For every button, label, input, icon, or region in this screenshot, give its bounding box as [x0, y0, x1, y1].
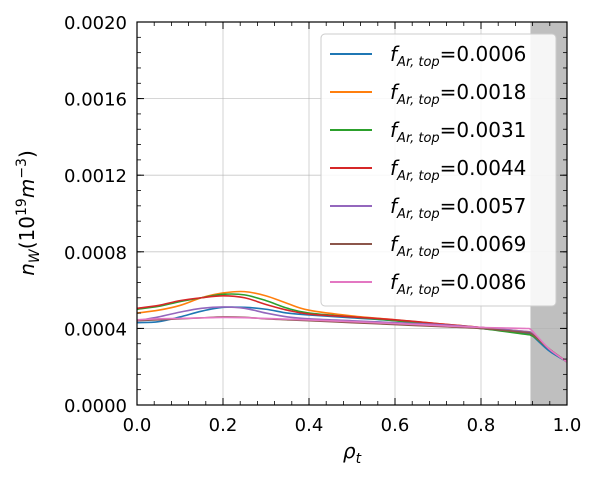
y-tick-label: 0.0020	[64, 13, 127, 34]
tick-label-layer: 0.0 0.2 0.4 0.6 0.8 1.0 0.0000 0.0004 0.0008 0.00…	[64, 13, 581, 436]
y-axis-label-unit-sup: −3	[14, 158, 30, 179]
tick-layer	[136, 21, 568, 406]
legend-entry-value: =0.0057	[440, 194, 527, 218]
legend-entry-sub: Ar, top	[396, 245, 440, 260]
y-axis-label-close: )	[15, 150, 39, 158]
series-line-7	[136, 316, 568, 363]
y-tick-label: 0.0012	[64, 166, 127, 187]
legend-entry-value: =0.0069	[440, 232, 527, 256]
x-tick-label: 1.0	[553, 415, 582, 436]
plot-frame	[136, 21, 568, 406]
legend-entry-main: f	[390, 80, 400, 104]
legend-entry-main: f	[390, 194, 400, 218]
x-tick-label: 0.6	[381, 415, 410, 436]
y-axis-label-sup: 19	[14, 198, 30, 216]
legend-entry-label: fAr, top=0.0057	[390, 194, 526, 222]
legend-entry-label: fAr, top=0.0006	[390, 42, 526, 70]
legend-entry-value: =0.0044	[440, 156, 527, 180]
x-tick-label: 0.4	[295, 415, 324, 436]
legend-entry-main: f	[390, 156, 400, 180]
x-tick-label: 0.2	[209, 415, 238, 436]
legend-entry-sub: Ar, top	[396, 283, 440, 298]
legend-entry-main: f	[390, 42, 400, 66]
legend-box	[320, 33, 557, 307]
legend-entry-label: fAr, top=0.0069	[390, 232, 526, 260]
x-axis-label-sub: t	[356, 451, 362, 467]
legend-entry-label: fAr, top=0.0044	[390, 156, 526, 184]
legend-entry-sub: Ar, top	[396, 55, 440, 70]
y-tick-label: 0.0000	[64, 396, 127, 417]
legend-entry-label: fAr, top=0.0086	[390, 270, 526, 298]
legend-entry-value: =0.0006	[440, 42, 527, 66]
legend-entry-main: f	[390, 118, 400, 142]
y-axis-label-unit: m	[15, 179, 39, 198]
legend-entry-main: f	[390, 232, 400, 256]
y-tick-label: 0.0016	[64, 90, 127, 111]
legend-entry-sub: Ar, top	[396, 93, 440, 108]
x-tick-label: 0.8	[467, 415, 496, 436]
legend-entry-sub: Ar, top	[396, 169, 440, 184]
legend-entry-label: fAr, top=0.0018	[390, 80, 526, 108]
legend-entry-main: f	[390, 270, 400, 294]
series-layer	[136, 290, 568, 363]
y-axis-label-sub: W	[27, 248, 43, 263]
x-axis-label: ρt	[343, 439, 362, 467]
legend-entry-value: =0.0086	[440, 270, 527, 294]
x-axis-label-main: ρ	[343, 439, 356, 463]
y-axis-label: nW(1019m−3)	[14, 150, 43, 276]
legend-entry-label: fAr, top=0.0031	[390, 118, 526, 146]
legend-entry-sub: Ar, top	[396, 131, 440, 146]
series-line-5	[136, 306, 568, 363]
y-tick-label: 0.0004	[64, 319, 127, 340]
y-axis-label-rest: (10	[15, 216, 39, 249]
x-tick-label: 0.0	[123, 415, 152, 436]
legend-entry-sub: Ar, top	[396, 207, 440, 222]
y-tick-label: 0.0008	[64, 243, 127, 264]
y-axis-label-main: n	[15, 263, 39, 276]
legend-entry-value: =0.0018	[440, 80, 527, 104]
legend-entry-value: =0.0031	[440, 118, 527, 142]
